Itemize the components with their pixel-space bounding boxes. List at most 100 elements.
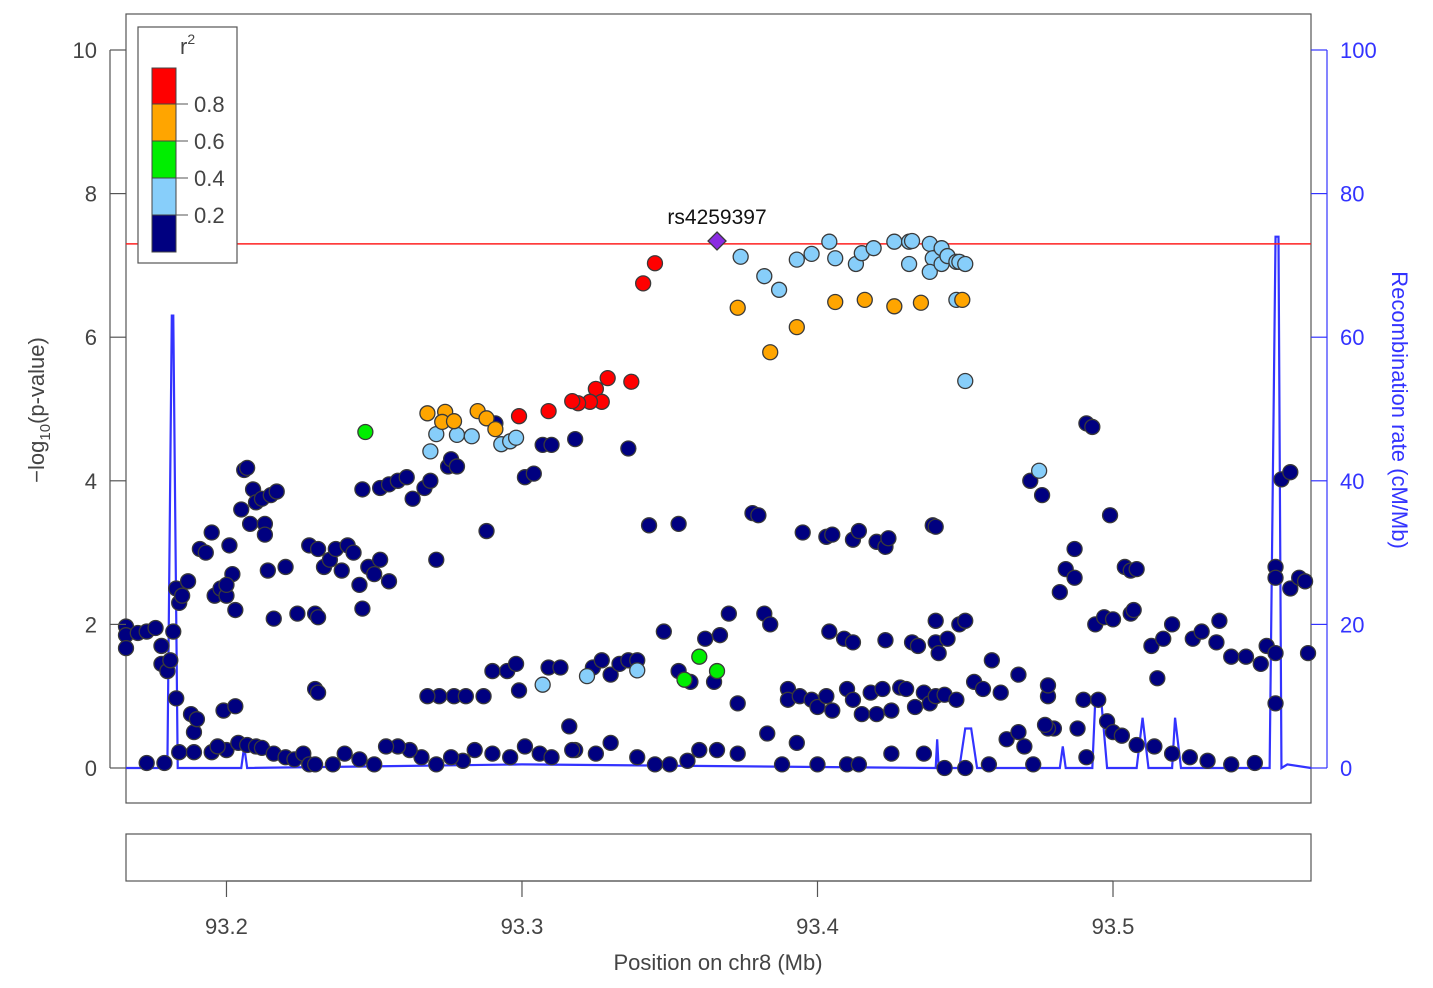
legend-swatch-green <box>151 140 177 179</box>
y-axis-left: 0 2 4 6 8 10 <box>73 38 126 781</box>
snp-point-r2-0-0.2 <box>1039 677 1057 694</box>
snp-point-r2-0-0.2 <box>1181 749 1198 766</box>
snp-point-r2-0.4-0.6 <box>357 423 374 441</box>
snp-point-r2-0-0.2 <box>1237 648 1255 665</box>
snp-point-r2-0.2-0.4 <box>803 245 820 263</box>
snp-point-r2-0-0.2 <box>413 749 430 766</box>
snp-point-r2-0-0.2 <box>1025 756 1042 773</box>
r2-legend: r2 0.8 0.6 0.4 0.2 <box>137 26 238 264</box>
legend-swatch-red <box>151 67 177 105</box>
snp-point-r2-0-0.2 <box>333 562 350 579</box>
snp-point-r2-0-0.2 <box>165 623 182 640</box>
snp-point-r2-0-0.2 <box>422 472 439 489</box>
y2-tick-label: 20 <box>1340 612 1364 637</box>
snp-point-r2-0-0.2 <box>259 562 276 579</box>
snp-point-r2-0-0.2 <box>974 680 992 698</box>
snp-point-r2-0-0.2 <box>587 745 605 762</box>
snp-point-r2-0.2-0.4 <box>578 667 596 685</box>
snp-point-r2-0.6-0.8 <box>445 413 463 430</box>
snp-point-r2-0-0.2 <box>909 637 927 655</box>
snp-point-r2-0-0.2 <box>156 754 173 772</box>
y-tick-label: 10 <box>73 38 97 63</box>
snp-point-r2-0-0.2 <box>1282 464 1299 481</box>
snp-point-r2-0.2-0.4 <box>507 429 525 446</box>
snp-point-r2-0-0.2 <box>818 688 835 705</box>
recombination-layer <box>126 235 1312 770</box>
snp-point-r2-0-0.2 <box>371 551 389 568</box>
snp-point-r2-0-0.2 <box>428 756 445 773</box>
snp-point-r2-0-0.2 <box>915 745 933 762</box>
snp-point-r2-0-0.2 <box>824 702 841 719</box>
snp-point-r2-0.2-0.4 <box>1030 462 1048 479</box>
snp-point-r2-0-0.2 <box>1128 560 1145 578</box>
snp-point-r2-0-0.2 <box>1267 644 1284 662</box>
snp-point-r2-0.2-0.4 <box>865 240 882 257</box>
snp-point-r2-0-0.2 <box>233 501 250 518</box>
legend-title: r2 <box>180 31 195 59</box>
snp-point-r2-0-0.2 <box>957 759 974 777</box>
snp-point-r2-0.4-0.6 <box>708 662 726 680</box>
snp-point-r2-0-0.2 <box>992 684 1009 701</box>
snp-point-r2-0.2-0.4 <box>422 443 439 460</box>
legend-label: 0.2 <box>194 203 225 228</box>
snp-point-r2-0-0.2 <box>179 573 197 590</box>
x-axis: 93.2 93.3 93.4 93.5 <box>205 880 1135 939</box>
snp-point-r2-0.2-0.4 <box>827 250 844 267</box>
y2-tick-label: 60 <box>1340 325 1364 350</box>
snp-point-r2-0-0.2 <box>773 756 791 773</box>
snp-point-r2-0-0.2 <box>1125 601 1142 619</box>
snp-point-r2-0-0.2 <box>1299 644 1317 662</box>
snp-point-r2-0-0.2 <box>1066 569 1083 586</box>
snp-point-r2-0.2-0.4 <box>732 248 749 265</box>
snp-point-r2-0-0.2 <box>227 698 244 715</box>
y2-tick-label: 0 <box>1340 756 1352 781</box>
snp-point-r2-0-0.2 <box>351 751 368 768</box>
snp-point-r2-0.6-0.8 <box>886 298 903 315</box>
snp-point-r2-0.6-0.8 <box>762 344 779 361</box>
snp-point-r2-0-0.2 <box>1128 736 1145 754</box>
snp-point-r2-0-0.2 <box>457 688 474 705</box>
snp-point-r2-0-0.2 <box>927 612 944 629</box>
snp-point-r2-0-0.2 <box>1208 634 1225 651</box>
snp-point-r2-0.6-0.8 <box>788 318 805 336</box>
snp-point-r2-0-0.2 <box>983 652 1000 669</box>
snp-point-r2-0-0.2 <box>197 544 214 561</box>
snp-point-r2-0-0.2 <box>351 576 368 594</box>
snp-point-r2-0-0.2 <box>1066 540 1083 558</box>
snp-point-r2-0.8-1 <box>634 275 652 292</box>
snp-point-r2-0-0.2 <box>1163 616 1181 633</box>
legend-swatch-orange <box>151 103 177 142</box>
snp-point-r2-0-0.2 <box>366 565 383 583</box>
snp-point-r2-0-0.2 <box>1069 720 1086 737</box>
snp-point-r2-0-0.2 <box>153 637 170 655</box>
snp-point-r2-0-0.2 <box>428 551 445 568</box>
y-tick-label: 0 <box>85 756 97 781</box>
snp-point-r2-0.8-1 <box>646 255 664 272</box>
snp-point-r2-0-0.2 <box>1296 573 1314 590</box>
snp-point-r2-0.2-0.4 <box>770 281 788 298</box>
snp-point-r2-0-0.2 <box>466 741 483 759</box>
snp-point-r2-0.2-0.4 <box>756 268 773 285</box>
snp-point-r2-0-0.2 <box>629 749 646 766</box>
legend-label: 0.6 <box>194 129 225 154</box>
snp-point-r2-0-0.2 <box>711 627 729 644</box>
snp-point-r2-0-0.2 <box>525 465 542 482</box>
x-tick-label: 93.2 <box>205 914 248 939</box>
y-axis-label-post: (p-value) <box>24 337 49 424</box>
snp-point-r2-0-0.2 <box>1223 648 1240 665</box>
gene-track-panel <box>125 833 1312 882</box>
x-axis-label: Position on chr8 (Mb) <box>613 950 822 975</box>
snp-point-r2-0-0.2 <box>171 744 188 761</box>
x-tick-label: 93.5 <box>1092 914 1135 939</box>
snp-point-r2-0-0.2 <box>1010 666 1027 683</box>
snp-point-r2-0.2-0.4 <box>957 372 974 390</box>
snp-point-r2-0-0.2 <box>1146 738 1163 755</box>
snp-point-r2-0-0.2 <box>850 522 868 540</box>
snp-point-r2-0-0.2 <box>309 609 327 626</box>
snp-point-r2-0-0.2 <box>241 515 259 533</box>
snp-point-r2-0-0.2 <box>1104 611 1122 628</box>
lead-snp-label: rs4259397 <box>667 206 766 229</box>
snp-point-r2-0-0.2 <box>750 507 767 524</box>
snp-point-r2-0-0.2 <box>821 623 838 640</box>
snp-point-r2-0-0.2 <box>1163 745 1181 762</box>
